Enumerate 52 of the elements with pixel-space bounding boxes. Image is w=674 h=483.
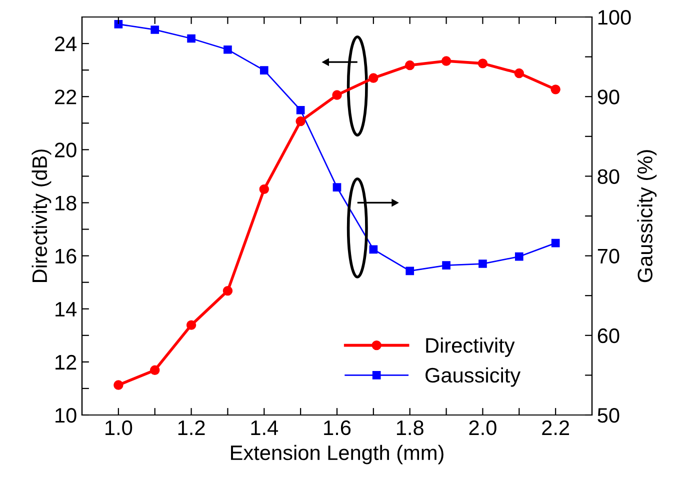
point xyxy=(114,20,123,28)
legend-label: Gaussicity xyxy=(426,367,521,387)
point xyxy=(332,183,342,192)
point xyxy=(186,320,196,330)
y-tick-label: 20 xyxy=(55,142,76,158)
point xyxy=(441,56,452,66)
point xyxy=(150,26,160,34)
point xyxy=(404,60,415,70)
x-axis-title: Extension Length (mm) xyxy=(231,444,444,464)
point xyxy=(478,260,487,268)
y-tick-label: 16 xyxy=(56,248,76,264)
point xyxy=(514,68,524,78)
point xyxy=(332,90,342,100)
y2-tick-label: 90 xyxy=(598,90,620,104)
y-tick-label: 24 xyxy=(55,36,77,52)
point xyxy=(368,73,378,83)
point xyxy=(551,238,560,248)
x-tick-label: 1.0 xyxy=(106,420,132,436)
y-tick-label: 12 xyxy=(56,354,76,370)
point xyxy=(514,252,524,261)
y-tick-label: 14 xyxy=(56,302,77,316)
point xyxy=(406,266,414,276)
x-tick-label: 2.2 xyxy=(542,420,570,435)
y-tick-label: 18 xyxy=(56,196,76,210)
x-tick-label: 1.4 xyxy=(251,420,278,435)
point xyxy=(150,365,160,376)
x-tick-label: 1.2 xyxy=(178,420,205,435)
y-axis-title: Directivity (dB) xyxy=(32,150,52,282)
y2-tick-label: 80 xyxy=(598,169,620,184)
point xyxy=(260,66,268,74)
point xyxy=(296,106,305,114)
point xyxy=(222,286,233,296)
y2-tick-label: 100 xyxy=(598,10,631,25)
y2-tick-label: 70 xyxy=(598,248,620,264)
point xyxy=(550,84,560,94)
x-tick-label: 1.8 xyxy=(396,420,424,436)
point xyxy=(296,116,306,126)
x-tick-label: 2.0 xyxy=(469,420,496,436)
point xyxy=(187,34,196,43)
point xyxy=(259,184,270,194)
point xyxy=(369,245,378,254)
point xyxy=(442,261,450,270)
y2-axis-title: Gaussicity (%) xyxy=(637,150,657,282)
point xyxy=(478,58,488,68)
y-tick-label: 10 xyxy=(56,408,76,423)
legend-label: Directivity xyxy=(426,338,515,357)
y-tick-label: 22 xyxy=(55,90,76,104)
point xyxy=(114,380,124,390)
x-tick-label: 1.6 xyxy=(324,420,351,436)
y2-tick-label: 50 xyxy=(598,408,620,423)
y2-tick-label: 60 xyxy=(598,328,620,344)
point xyxy=(224,45,232,54)
